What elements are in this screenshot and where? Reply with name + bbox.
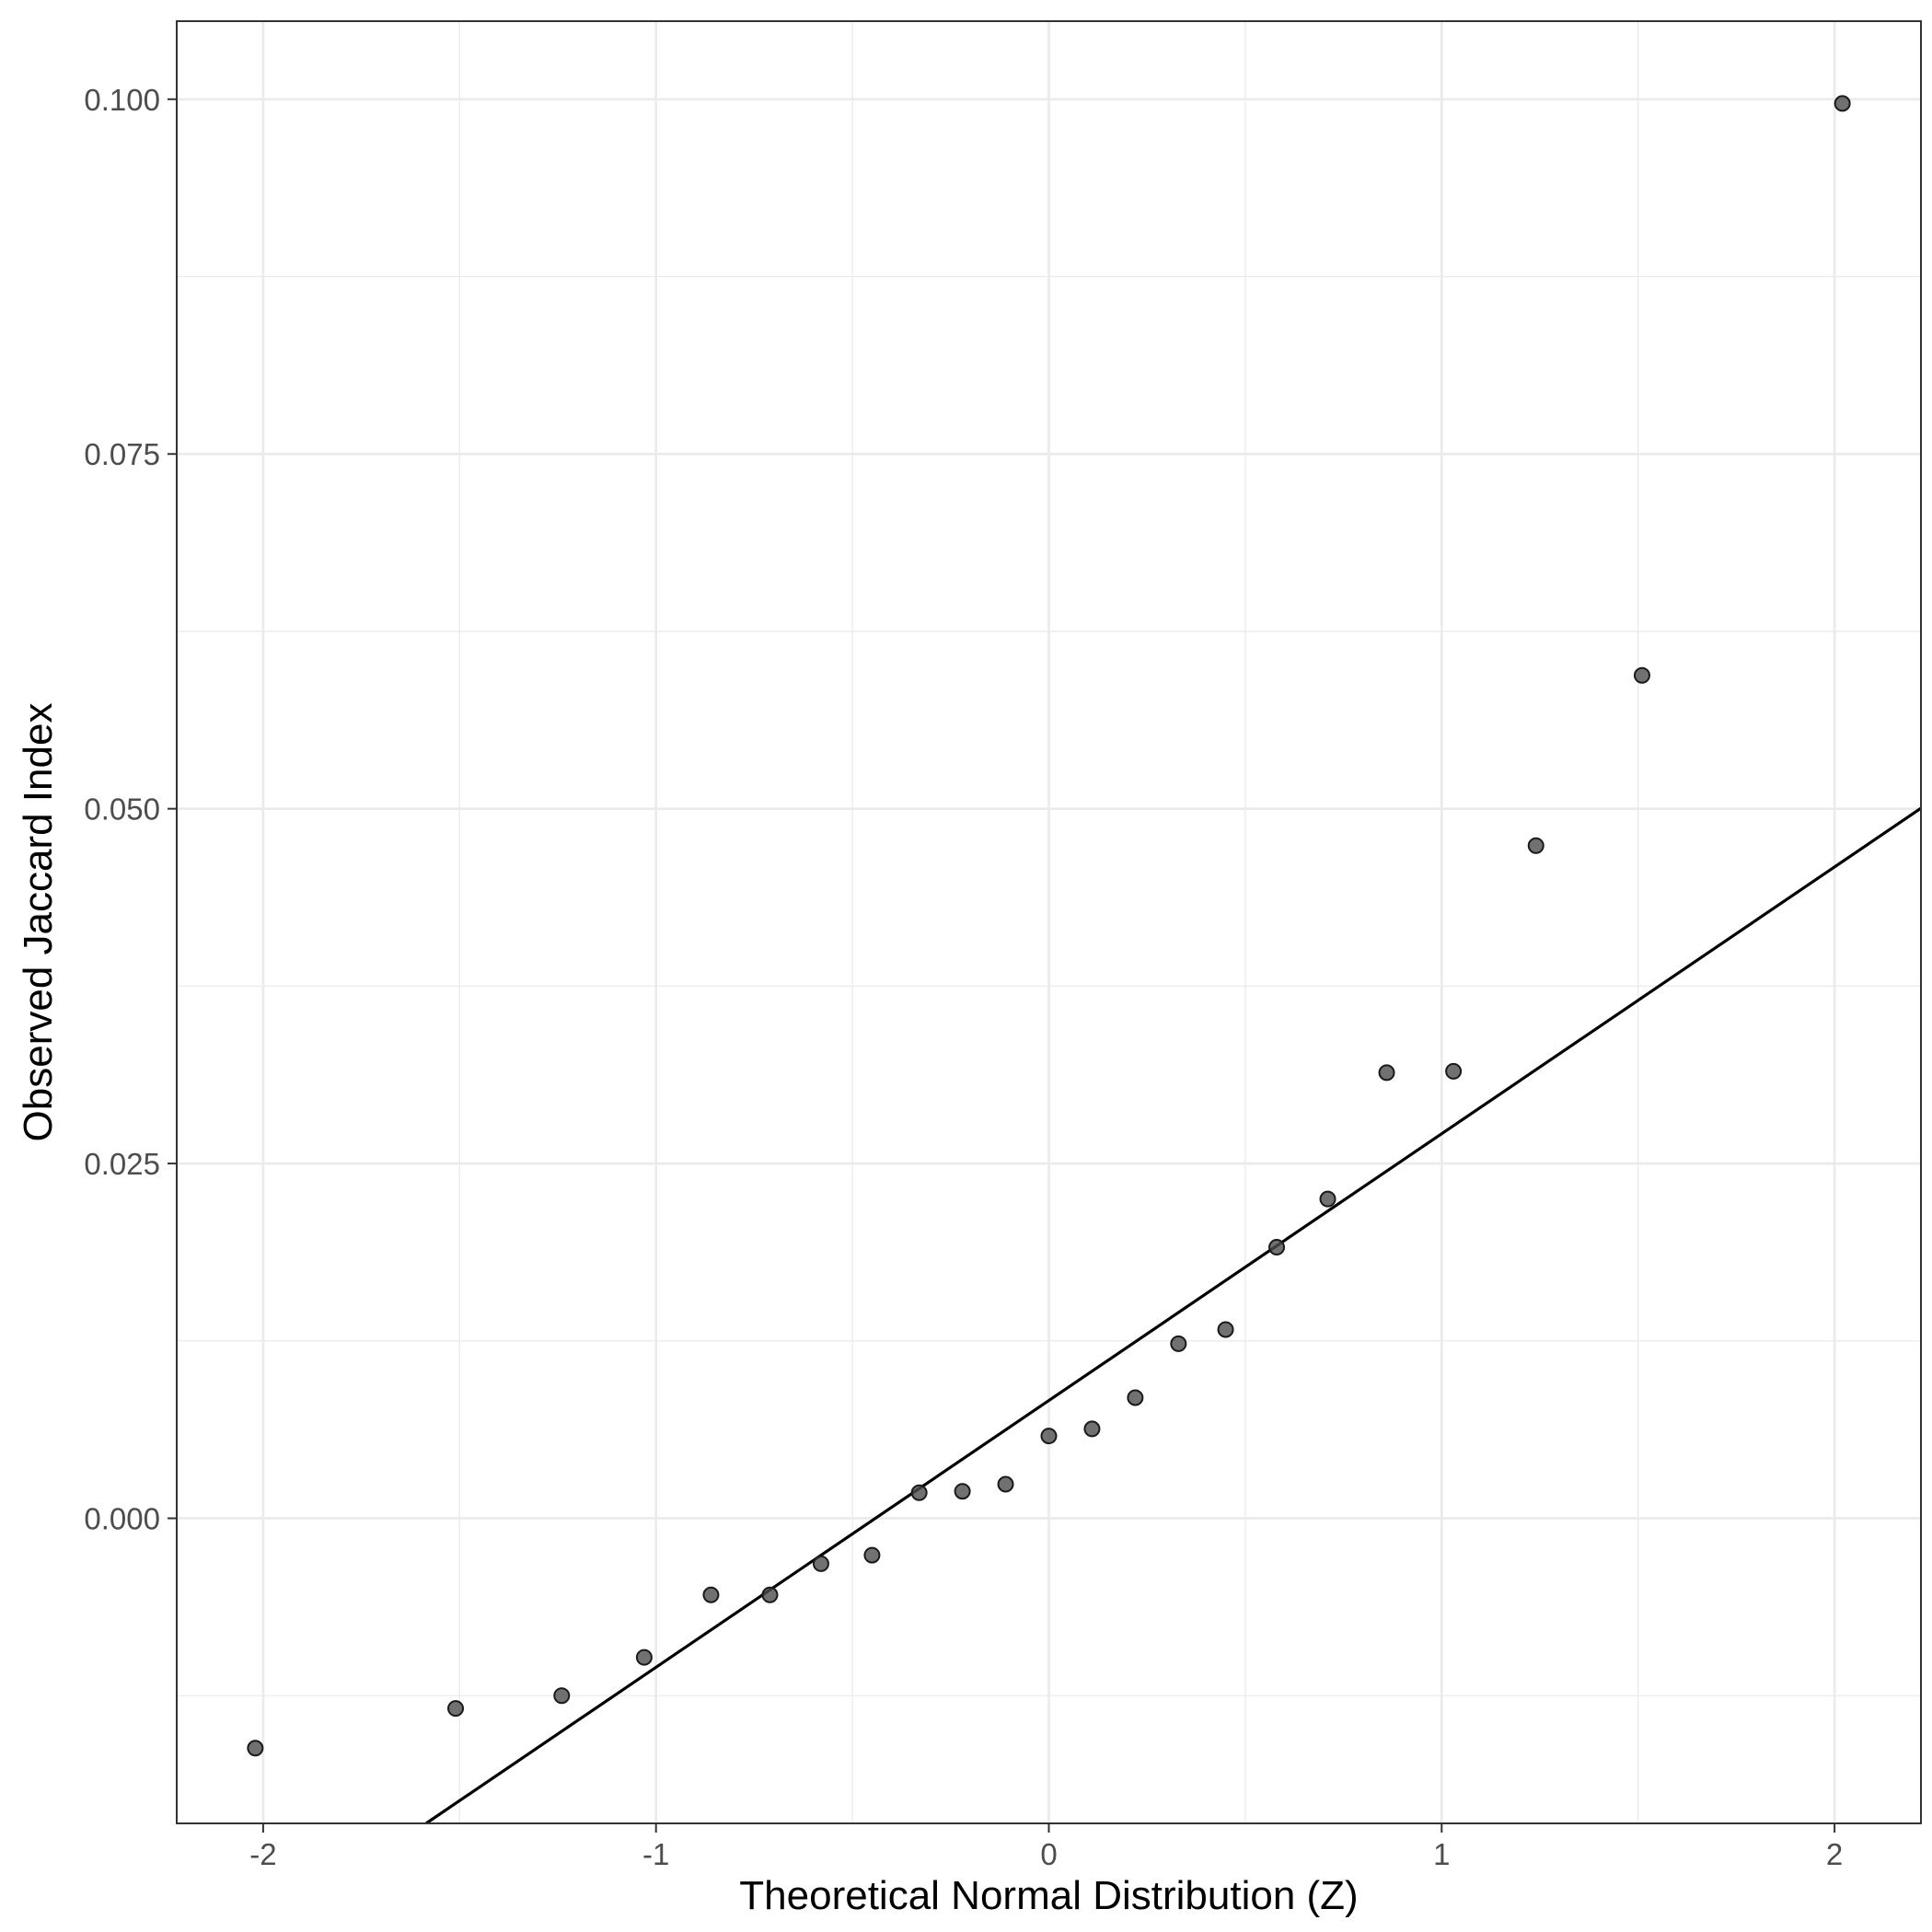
data-point	[1083, 1420, 1101, 1438]
x-axis-title: Theoretical Normal Distribution (Z)	[739, 1873, 1358, 1918]
data-point	[553, 1687, 571, 1705]
reference-line-layer	[425, 806, 1922, 1825]
x-tick-label: -1	[642, 1837, 669, 1871]
x-tick-label: 0	[1040, 1837, 1057, 1871]
y-axis-title: Observed Jaccard Index	[16, 703, 61, 1142]
data-point	[1319, 1190, 1336, 1208]
data-point	[1127, 1389, 1144, 1406]
y-tick-label: 0.025	[84, 1147, 160, 1181]
data-point	[1527, 837, 1544, 854]
reference-line	[425, 806, 1922, 1825]
data-point	[1217, 1321, 1234, 1338]
data-point	[447, 1700, 465, 1718]
data-point	[954, 1483, 971, 1500]
major-gridlines	[177, 21, 1921, 1823]
data-point	[1040, 1428, 1058, 1445]
data-point	[1268, 1239, 1286, 1256]
data-point	[1170, 1335, 1187, 1352]
data-point	[997, 1475, 1014, 1493]
y-tick-label: 0.075	[84, 437, 160, 471]
data-point	[635, 1649, 653, 1666]
x-axis-ticks: -2 -1 0 1 2	[249, 1823, 1843, 1871]
x-tick-label: 2	[1826, 1837, 1843, 1871]
data-point	[812, 1555, 829, 1572]
x-tick-label: 1	[1433, 1837, 1450, 1871]
y-tick-label: 0.050	[84, 792, 160, 827]
data-point	[1834, 95, 1851, 112]
data-point	[761, 1586, 779, 1603]
x-tick-label: -2	[249, 1837, 276, 1871]
data-points	[247, 95, 1851, 1757]
data-point	[1445, 1062, 1463, 1080]
data-point	[702, 1586, 720, 1603]
y-tick-label: 0.000	[84, 1502, 160, 1536]
data-point	[1633, 666, 1650, 684]
data-point	[910, 1484, 928, 1501]
y-tick-label: 0.100	[84, 83, 160, 117]
data-point	[1378, 1064, 1395, 1082]
data-point	[863, 1546, 881, 1564]
y-axis-ticks: 0.000 0.025 0.050 0.075 0.100	[84, 83, 177, 1536]
data-point	[247, 1740, 264, 1757]
